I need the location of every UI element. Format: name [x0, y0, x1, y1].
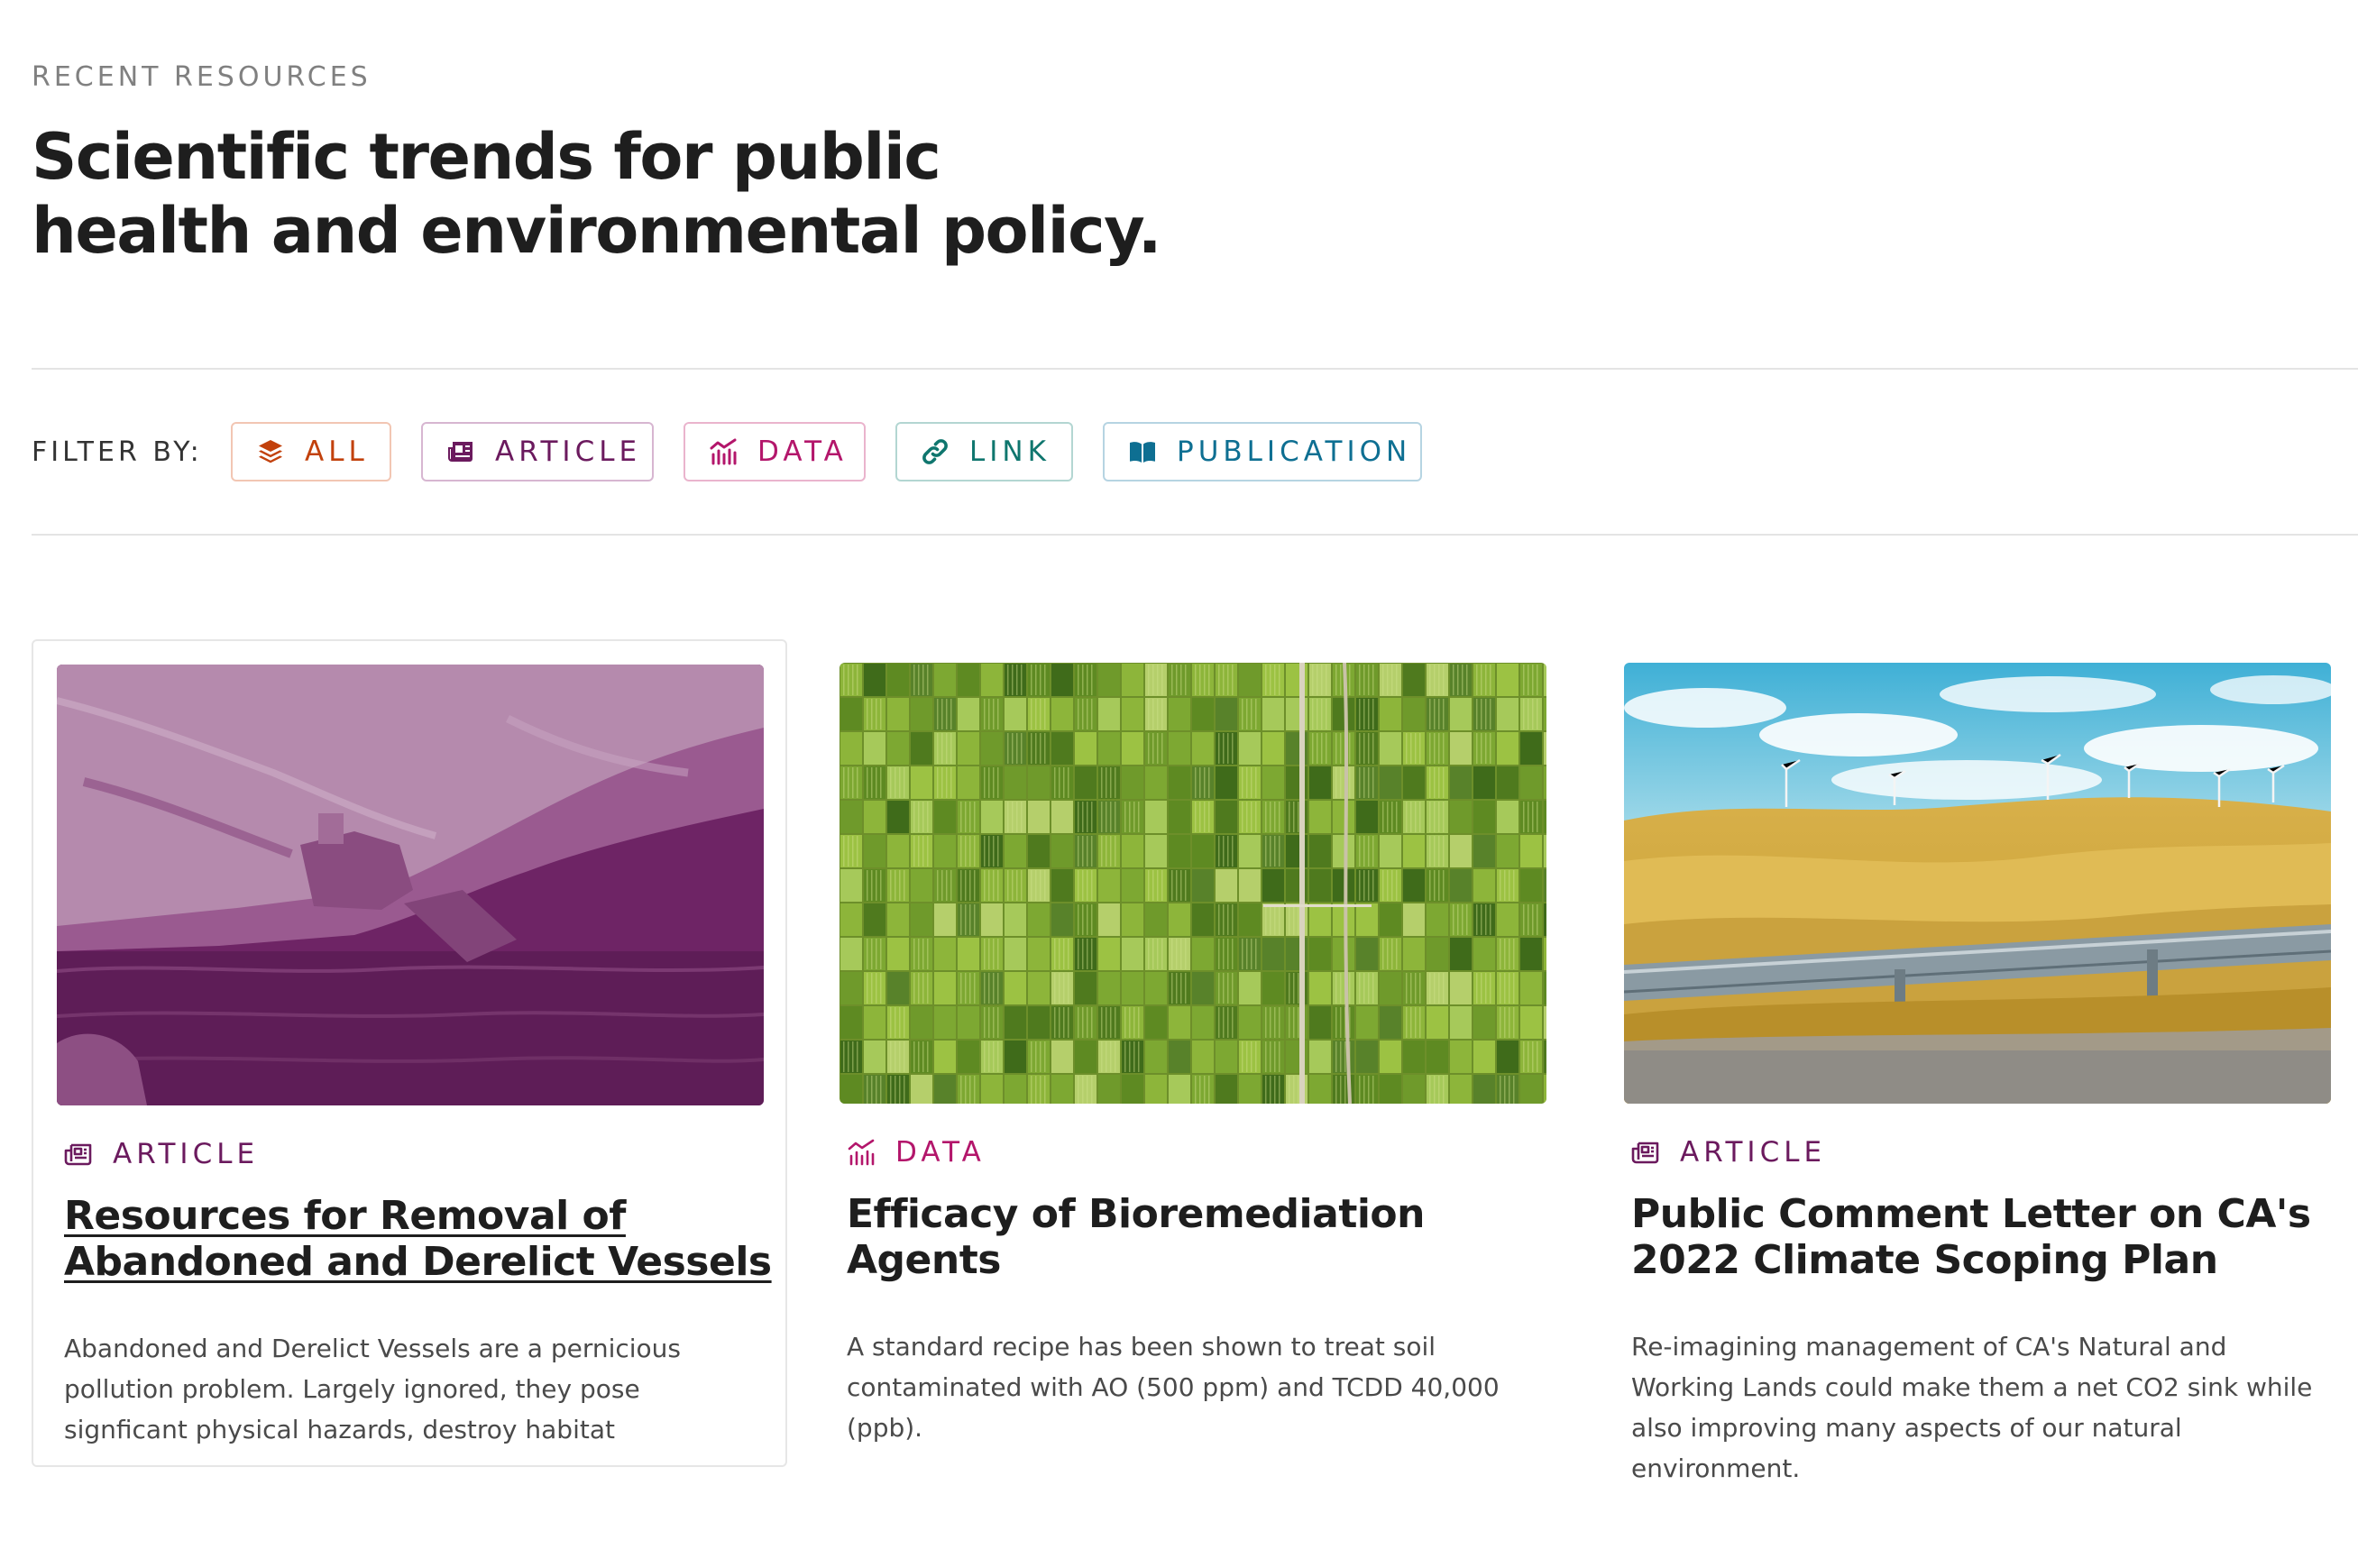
filter-chip-link[interactable]: LINK [895, 422, 1073, 481]
filter-label: FILTER BY: [32, 436, 203, 468]
resource-card[interactable]: ARTICLE Resources for Removal of Abandone… [32, 639, 787, 1467]
card-description: Abandoned and Derelict Vessels are a per… [64, 1334, 682, 1444]
card-description: Re-imagining management of CA's Natural … [1631, 1332, 2313, 1483]
section-eyebrow: RECENT RESOURCES [32, 61, 372, 93]
card-category: DATA [847, 1136, 986, 1169]
card-category: ARTICLE [64, 1138, 259, 1170]
card-title: Efficacy of Bioremediation Agents [847, 1191, 1559, 1283]
card-title-line-1: Resources for Removal of [64, 1193, 626, 1239]
card-category-label: ARTICLE [1680, 1136, 1827, 1169]
divider-bottom [32, 534, 2358, 536]
divider-top [32, 368, 2358, 370]
card-title-line-2: Abandoned and Derelict Vessels [64, 1239, 772, 1285]
card-title-line-1: Public Comment Letter on CA's [1631, 1191, 2311, 1237]
wind-farm-hills-photo[interactable] [1624, 663, 2331, 1104]
chart-icon [709, 437, 738, 466]
shipwreck-photo[interactable] [57, 665, 764, 1105]
card-title-link[interactable]: Resources for Removal of Abandoned and De… [64, 1193, 776, 1285]
newspaper-icon [1631, 1138, 1660, 1167]
card-title-line-2: 2022 Climate Scoping Plan [1631, 1237, 2218, 1283]
farmland-aerial-photo[interactable] [840, 663, 1546, 1104]
filter-chip-label: ARTICLE [495, 436, 642, 468]
filter-chip-article[interactable]: ARTICLE [421, 422, 654, 481]
resource-card[interactable]: DATA Efficacy of Bioremediation Agents A … [816, 639, 1572, 1467]
chart-icon [847, 1138, 876, 1167]
card-description: A standard recipe has been shown to trea… [847, 1332, 1500, 1443]
filter-chip-publication[interactable]: PUBLICATION [1103, 422, 1422, 481]
page-headline: Scientific trends for public health and e… [32, 120, 1294, 268]
filter-chip-data[interactable]: DATA [684, 422, 866, 481]
newspaper-icon [64, 1140, 93, 1169]
card-title-line-1: Efficacy of Bioremediation [847, 1191, 1425, 1237]
book-icon [1128, 437, 1157, 466]
headline-line-2: health and environmental policy. [32, 194, 1161, 268]
headline-line-1: Scientific trends for public [32, 120, 941, 194]
link-icon [921, 437, 950, 466]
filter-chip-label: LINK [969, 436, 1051, 468]
card-category-label: ARTICLE [113, 1138, 260, 1170]
card-category-label: DATA [895, 1136, 986, 1169]
card-title-line-2: Agents [847, 1237, 1001, 1283]
card-category: ARTICLE [1631, 1136, 1826, 1169]
newspaper-icon [446, 437, 475, 466]
filter-chip-label: DATA [757, 436, 848, 468]
filter-chip-label: PUBLICATION [1177, 436, 1412, 468]
filter-chip-all[interactable]: ALL [231, 422, 391, 481]
resource-card[interactable]: ARTICLE Public Comment Letter on CA's 202… [1601, 639, 2356, 1483]
filter-chip-label: ALL [305, 436, 369, 468]
card-title: Public Comment Letter on CA's 2022 Climat… [1631, 1191, 2344, 1283]
layers-icon [256, 437, 285, 466]
